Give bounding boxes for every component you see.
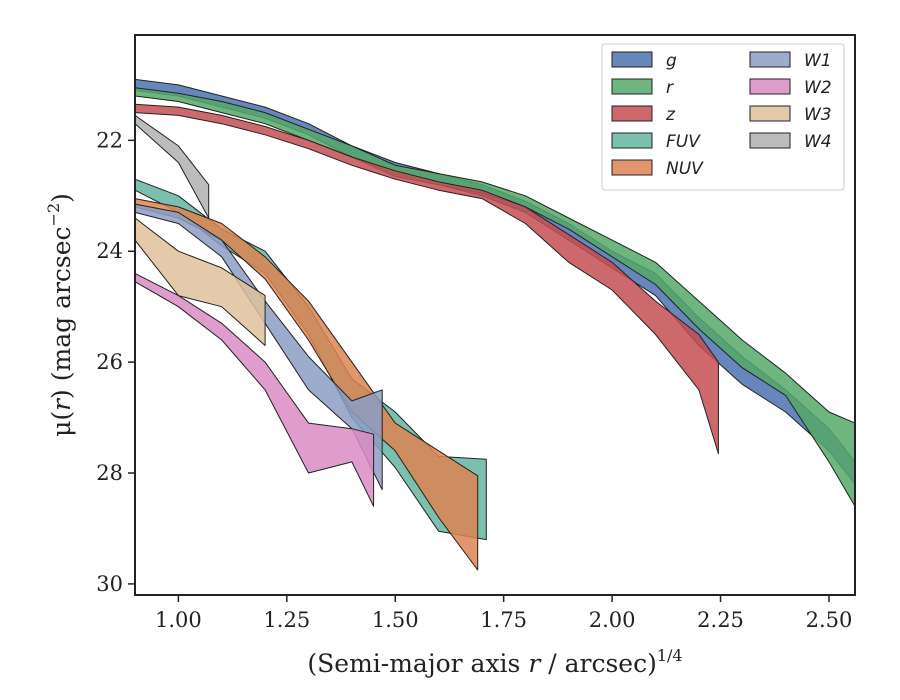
x-axis-label-rest: / arcsec) xyxy=(540,649,657,678)
x-axis-ticks: 1.00 1.25 1.50 1.75 2.00 2.25 2.50 xyxy=(155,595,852,632)
legend-label-r: r xyxy=(666,78,674,98)
y-tick-label: 24 xyxy=(96,239,123,263)
legend-swatch-nuv xyxy=(611,159,653,176)
x-tick-label: 1.00 xyxy=(155,608,202,632)
legend-label-nuv: NUV xyxy=(666,159,704,179)
series-band-w2 xyxy=(134,272,375,507)
x-axis-label-sup: 1/4 xyxy=(657,646,683,665)
x-tick-label: 1.50 xyxy=(372,608,419,632)
y-axis-label-var: r xyxy=(47,397,76,411)
x-axis-label: (Semi-major axis r / arcsec)1/4 xyxy=(307,646,682,678)
legend-swatch-w2 xyxy=(749,78,791,95)
y-axis-ticks: 22 24 26 28 30 xyxy=(96,128,135,596)
x-axis-label-var: r xyxy=(528,649,542,678)
x-axis-label-main: (Semi-major axis xyxy=(307,649,528,678)
x-tick-label: 2.50 xyxy=(806,608,853,632)
series-band-w1 xyxy=(134,203,383,491)
legend-label-w4: W4 xyxy=(804,132,832,152)
y-axis-label-mu: μ( xyxy=(47,411,76,437)
y-tick-label: 26 xyxy=(96,350,123,374)
legend-swatch-g xyxy=(611,51,653,68)
y-tick-label: 28 xyxy=(96,461,123,485)
plot-frame xyxy=(134,34,856,596)
legend-label-fuv: FUV xyxy=(666,132,701,152)
legend-label-g: g xyxy=(666,51,677,71)
legend-swatch-fuv xyxy=(611,132,653,149)
y-tick-label: 22 xyxy=(96,128,123,152)
y-axis-label: μ(r) (mag arcsec−2) xyxy=(44,193,76,437)
x-tick-label: 2.25 xyxy=(697,608,744,632)
legend-swatch-w3 xyxy=(749,105,791,122)
x-tick-label: 2.00 xyxy=(589,608,636,632)
legend-items: grz FUV NUV W1 W2 W3 W4 xyxy=(611,51,832,179)
legend-swatch-z xyxy=(611,105,653,122)
legend-swatch-w4 xyxy=(749,132,791,149)
legend-label-w1: W1 xyxy=(804,51,832,71)
series-band-w3 xyxy=(134,217,266,346)
series-layer xyxy=(134,78,856,571)
legend: grz FUV NUV W1 W2 W3 W4 xyxy=(601,43,845,191)
legend-swatch-w1 xyxy=(749,51,791,68)
y-axis-label-sup: −2 xyxy=(44,203,63,227)
legend-label-w3: W3 xyxy=(804,105,832,125)
legend-swatch-r xyxy=(611,78,653,95)
legend-label-z: z xyxy=(665,105,676,125)
series-band-z xyxy=(134,103,719,455)
legend-label-w2: W2 xyxy=(804,78,832,98)
x-tick-label: 1.75 xyxy=(480,608,527,632)
y-axis-label-close: ) xyxy=(47,193,76,203)
y-axis-label-rest: ) (mag arcsec xyxy=(47,226,76,399)
x-tick-label: 1.25 xyxy=(263,608,310,632)
y-tick-label: 30 xyxy=(96,572,123,596)
